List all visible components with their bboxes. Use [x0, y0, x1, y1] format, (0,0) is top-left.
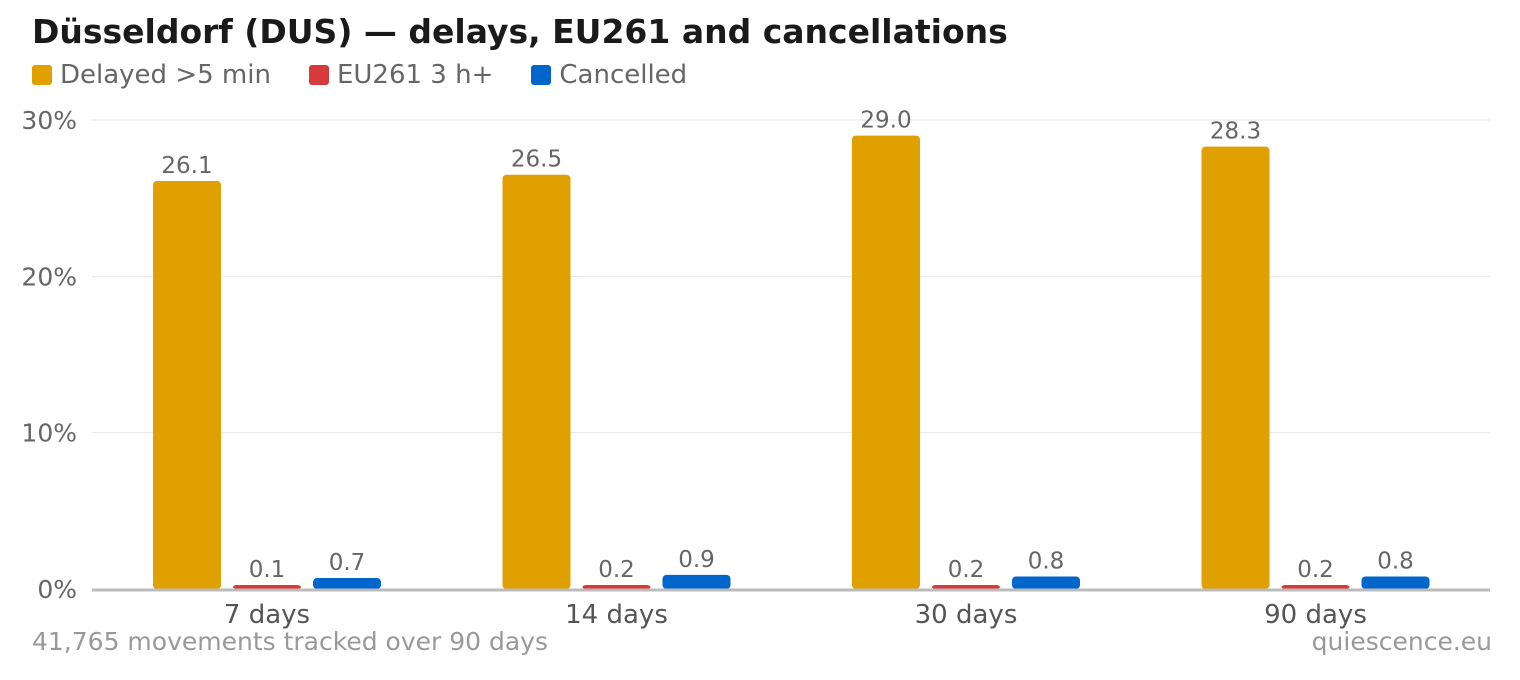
data-label: 0.2: [948, 557, 985, 583]
bar: [502, 174, 571, 589]
y-tick-label: 30%: [21, 106, 77, 135]
footer-note: 41,765 movements tracked over 90 days: [32, 627, 548, 656]
legend-item-delayed: Delayed >5 min: [32, 60, 271, 90]
bar: [582, 585, 651, 589]
legend-swatch-cancelled: [531, 65, 552, 85]
legend-swatch-delayed: [32, 65, 52, 85]
data-label: 0.8: [1377, 548, 1414, 574]
legend-label-eu261: EU261 3 h+: [336, 60, 494, 90]
x-tick-label: 7 days: [224, 600, 310, 630]
data-label: 26.5: [511, 147, 562, 173]
bar: [1201, 146, 1270, 589]
legend-label-cancelled: Cancelled: [559, 60, 688, 90]
y-tick-label: 10%: [21, 419, 77, 448]
data-label: 26.1: [161, 153, 212, 179]
data-label: 0.9: [678, 547, 715, 573]
x-tick-label: 90 days: [1264, 600, 1367, 630]
bar: [1281, 585, 1350, 589]
bar: [662, 574, 731, 589]
data-label: 28.3: [1210, 119, 1261, 145]
data-label: 0.7: [329, 550, 366, 576]
y-tick-label: 0%: [37, 575, 77, 604]
chart-title: Düsseldorf (DUS) — delays, EU261 and can…: [32, 12, 1008, 51]
footer-source: quiescence.eu: [1311, 627, 1492, 656]
legend-item-eu261: EU261 3 h+: [308, 60, 494, 90]
bar: [233, 585, 301, 589]
data-label: 0.1: [249, 557, 286, 583]
data-label: 29.0: [860, 108, 911, 134]
x-tick-label: 30 days: [915, 600, 1018, 630]
legend: Delayed >5 min EU261 3 h+ Cancelled: [32, 60, 725, 90]
bar: [153, 180, 221, 589]
data-label: 0.8: [1028, 548, 1065, 574]
data-label: 0.2: [598, 557, 635, 583]
data-label: 0.2: [1297, 557, 1334, 583]
x-tick-label: 14 days: [565, 600, 668, 630]
bar: [1361, 576, 1430, 589]
bar: [932, 585, 1000, 589]
legend-label-delayed: Delayed >5 min: [60, 60, 271, 90]
y-tick-label: 20%: [21, 262, 77, 291]
bar: [852, 135, 920, 589]
legend-swatch-eu261: [308, 65, 329, 85]
legend-item-cancelled: Cancelled: [531, 60, 687, 90]
bar: [313, 578, 381, 589]
bar: [1012, 576, 1080, 589]
